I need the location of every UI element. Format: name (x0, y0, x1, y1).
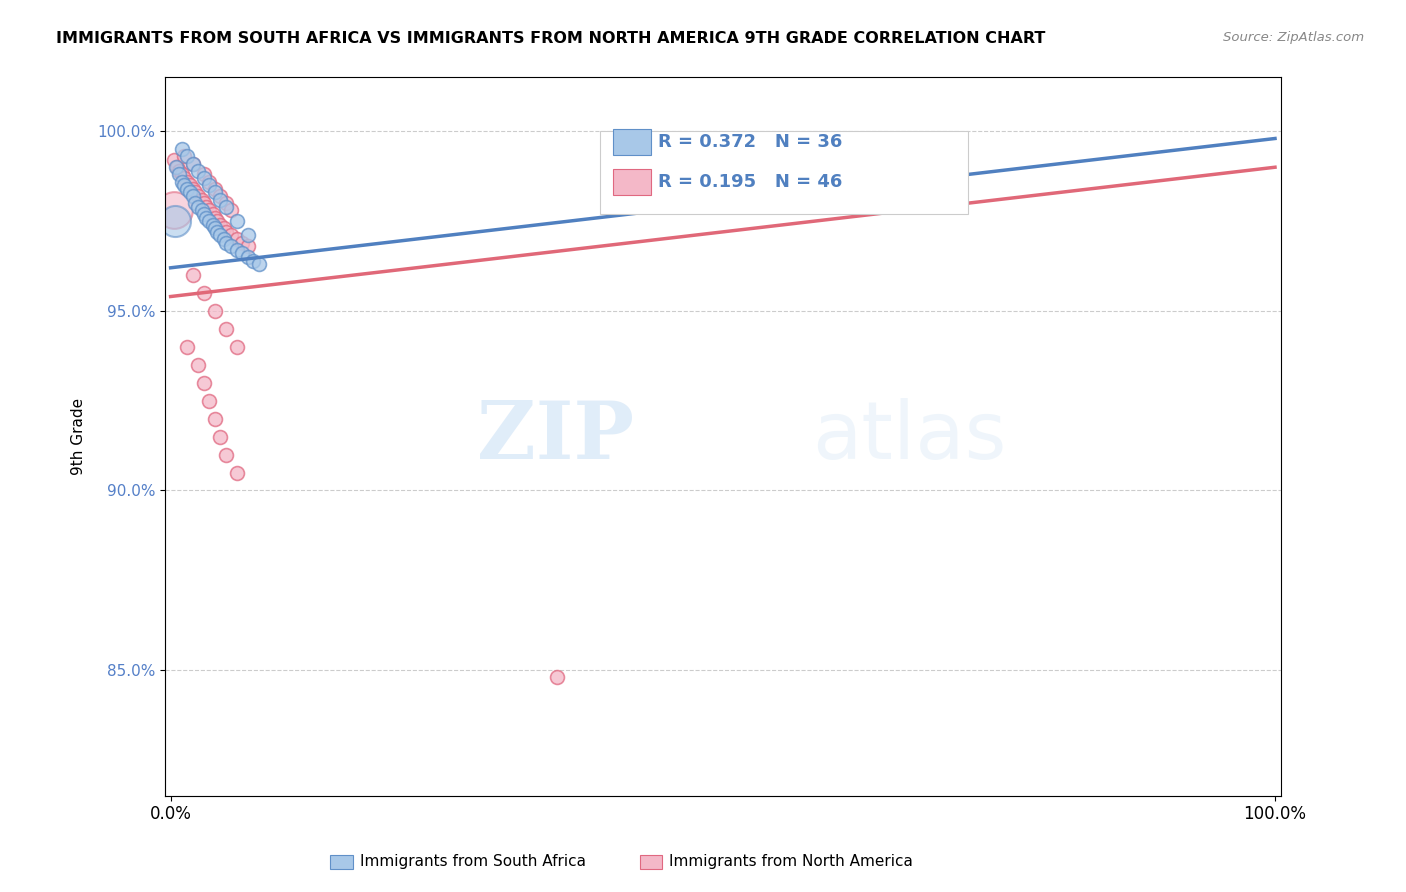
Point (546, 670, 568, 684)
Point (193, 285, 215, 300)
Point (225, 232, 247, 246)
Point (173, 178, 195, 193)
Point (198, 393, 221, 408)
Point (204, 221, 226, 235)
FancyBboxPatch shape (600, 131, 969, 214)
Point (201, 207, 224, 221)
Point (170, 142, 193, 156)
Point (190, 203, 212, 218)
Point (205, 214, 228, 228)
Point (181, 189, 204, 203)
Point (236, 239, 259, 253)
Point (187, 189, 209, 203)
Point (187, 164, 209, 178)
Point (187, 358, 209, 372)
Point (163, 203, 186, 218)
Point (204, 304, 226, 318)
Point (198, 203, 221, 218)
Point (169, 168, 191, 182)
Point (209, 228, 232, 243)
Point (194, 211, 217, 225)
Point (204, 186, 226, 200)
Point (209, 429, 232, 443)
Point (184, 186, 207, 200)
Point (193, 196, 215, 211)
FancyBboxPatch shape (613, 129, 651, 155)
Point (204, 182, 226, 196)
Point (169, 164, 191, 178)
Text: R = 0.195   N = 46: R = 0.195 N = 46 (658, 172, 842, 191)
Point (209, 189, 232, 203)
Point (173, 149, 195, 163)
Point (193, 171, 215, 186)
Point (204, 411, 226, 425)
Y-axis label: 9th Grade: 9th Grade (72, 398, 86, 475)
Text: R = 0.372   N = 36: R = 0.372 N = 36 (658, 133, 842, 151)
Point (170, 168, 193, 182)
Point (212, 221, 235, 235)
Point (215, 322, 238, 336)
Point (221, 239, 243, 253)
Point (242, 253, 264, 268)
Point (221, 228, 243, 243)
Point (179, 178, 201, 193)
Point (181, 156, 204, 170)
Point (209, 218, 232, 232)
Text: IMMIGRANTS FROM SOUTH AFRICA VS IMMIGRANTS FROM NORTH AMERICA 9TH GRADE CORRELAT: IMMIGRANTS FROM SOUTH AFRICA VS IMMIGRAN… (56, 31, 1046, 46)
Point (225, 243, 247, 257)
FancyBboxPatch shape (613, 169, 651, 194)
Point (176, 182, 198, 196)
Point (194, 200, 217, 214)
Point (221, 203, 243, 218)
Point (205, 225, 228, 239)
Text: ZIP: ZIP (477, 398, 634, 475)
Point (247, 257, 270, 271)
Point (165, 160, 187, 174)
Point (231, 246, 253, 260)
Point (215, 235, 238, 250)
Point (236, 228, 259, 243)
Text: atlas: atlas (813, 398, 1007, 475)
Point (181, 268, 204, 282)
Point (209, 193, 232, 207)
Point (193, 376, 215, 390)
Point (225, 466, 247, 480)
Point (215, 225, 238, 239)
Text: Source: ZipAtlas.com: Source: ZipAtlas.com (1223, 31, 1364, 45)
Text: Immigrants from South Africa: Immigrants from South Africa (360, 855, 586, 869)
Point (201, 218, 224, 232)
Point (173, 171, 195, 186)
Point (193, 207, 215, 221)
Point (225, 214, 247, 228)
Point (181, 182, 204, 196)
Point (215, 448, 238, 462)
Point (193, 168, 215, 182)
Point (184, 196, 207, 211)
Point (166, 160, 188, 174)
Text: Immigrants from North America: Immigrants from North America (669, 855, 912, 869)
Point (176, 149, 198, 163)
Point (181, 156, 204, 170)
Point (190, 193, 212, 207)
Point (198, 214, 221, 228)
Point (163, 153, 186, 167)
Point (198, 175, 221, 189)
Point (176, 175, 198, 189)
Point (198, 178, 221, 193)
Point (215, 196, 238, 211)
Point (170, 175, 193, 189)
Point (215, 200, 238, 214)
Point (179, 186, 201, 200)
Point (236, 250, 259, 264)
Point (187, 200, 209, 214)
Point (176, 340, 198, 354)
Point (231, 235, 253, 250)
Point (212, 232, 235, 246)
Point (204, 211, 226, 225)
Point (225, 340, 247, 354)
Point (163, 214, 186, 228)
